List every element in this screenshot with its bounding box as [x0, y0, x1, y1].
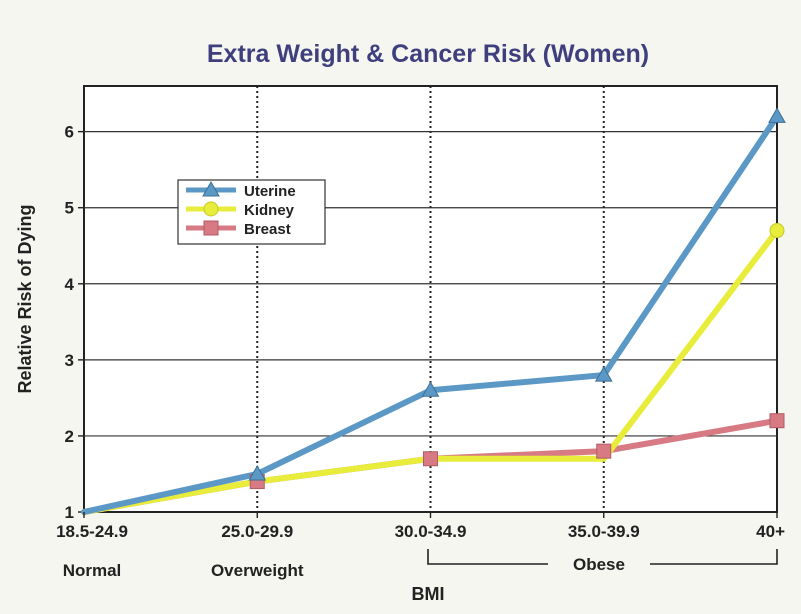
legend: Uterine Kidney Breast: [177, 179, 326, 245]
marker-uterine: [594, 366, 613, 382]
bracket-right: [650, 549, 778, 565]
x-tick-labels: 18.5-24.9 Normal 25.0-29.9 Overweight 30.0-3…: [56, 512, 785, 580]
marker-breast: [423, 451, 438, 467]
x-tick-label: 25.0-29.9: [221, 522, 293, 541]
marker-breast: [596, 443, 612, 459]
chart-title: Extra Weight & Cancer Risk (Women): [207, 40, 649, 68]
marker-uterine: [248, 464, 267, 481]
x-tick-label: 40+: [756, 522, 785, 541]
y-tick-labels: 1 2 3 4 5 6: [65, 123, 75, 522]
y-tick-label: 2: [65, 427, 74, 446]
marker-uterine: [768, 107, 786, 123]
y-tick-label: 4: [65, 275, 75, 294]
x-tick-sublabel: Overweight: [211, 561, 304, 580]
x-tick-sublabel: Normal: [63, 561, 122, 580]
legend-swatch-marker-breast: [203, 220, 219, 236]
y-tick-label: 1: [65, 503, 74, 522]
obese-bracket: Obese: [427, 549, 778, 574]
obese-group-label: Obese: [573, 555, 625, 574]
category-dotted-lines: [256, 86, 605, 512]
y-axis-label: Relative Risk of Dying: [15, 204, 35, 393]
legend-label-kidney: Kidney: [244, 202, 295, 219]
legend-label-breast: Breast: [244, 221, 291, 238]
legend-swatch-marker-uterine: [202, 180, 220, 197]
plot-area: [83, 85, 778, 513]
series-markers: [248, 107, 786, 490]
x-tick-label: 18.5-24.9: [56, 522, 128, 541]
marker-uterine: [421, 381, 440, 397]
legend-swatch-marker-kidney: [203, 201, 219, 217]
x-tick-label: 30.0-34.9: [395, 522, 467, 541]
y-tick-label: 6: [65, 123, 74, 142]
y-tick-label: 3: [65, 351, 74, 370]
legend-label-uterine: Uterine: [244, 183, 296, 200]
x-axis-label: BMI: [412, 584, 445, 604]
marker-kidney: [769, 223, 785, 239]
bracket-left: [427, 549, 548, 565]
x-tick-label: 35.0-39.9: [568, 522, 640, 541]
y-tick-label: 5: [65, 199, 74, 218]
marker-breast: [769, 413, 785, 429]
